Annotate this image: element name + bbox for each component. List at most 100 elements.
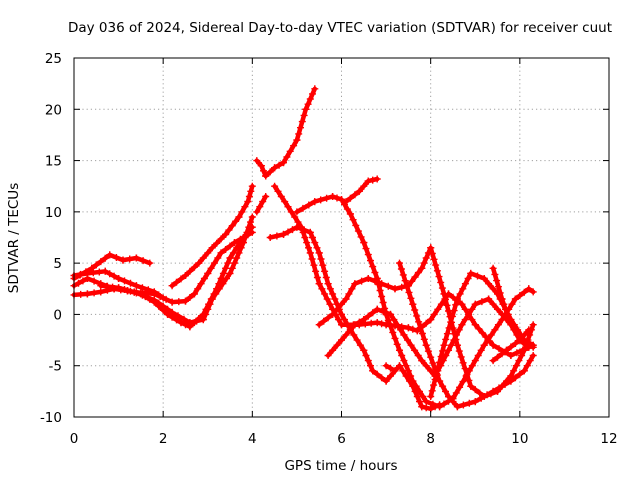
data-point-marker [208,244,216,252]
data-point-marker [431,375,439,383]
data-point-marker [262,172,270,180]
data-point-marker [338,336,345,344]
data-point-marker [294,218,302,226]
data-point-marker [150,290,158,298]
y-axis-label: SDTVAR / TECUs [6,183,22,293]
data-point-marker [476,389,484,397]
data-point-marker [378,320,386,328]
data-point-marker [503,310,511,318]
data-point-marker [401,277,409,285]
data-point-marker [311,85,319,93]
y-tick-label: 0 [53,307,62,323]
data-point-marker [121,286,128,293]
data-point-marker [484,336,492,344]
data-point-marker [422,398,430,406]
data-point-marker [343,205,351,213]
data-point-marker [355,318,363,326]
data-point-marker [247,218,254,226]
data-point-marker [266,234,274,241]
x-tick-label: 4 [248,431,257,447]
series-track-15 [396,259,537,411]
data-point-marker [310,261,318,269]
data-point-marker [256,203,264,211]
data-point-marker [338,310,345,318]
data-point-marker [507,377,515,385]
series-line [254,194,268,215]
data-point-marker [507,321,515,329]
data-point-marker [333,194,341,202]
series-track-5 [97,213,256,327]
data-point-marker [177,275,185,283]
data-point-marker [333,341,341,349]
data-point-marker [457,353,465,361]
data-point-marker [360,346,368,354]
series-track-18 [489,264,533,351]
data-point-marker [324,352,332,359]
data-point-marker [507,352,515,359]
data-point-marker [364,275,372,282]
data-point-marker [331,295,339,303]
data-point-marker [311,239,319,247]
data-point-marker [453,295,461,303]
data-point-marker [373,175,381,183]
data-point-marker [398,352,406,359]
data-point-marker [382,377,390,385]
data-point-marker [489,357,497,365]
data-point-marker [243,228,251,236]
data-point-marker [168,282,176,290]
data-point-marker [440,400,448,408]
data-point-marker [115,284,123,292]
data-point-marker [271,164,279,172]
data-point-marker [323,295,331,303]
data-point-marker [329,310,337,318]
data-point-marker [266,168,274,176]
series-track-16 [382,362,399,375]
data-point-marker [89,269,97,277]
data-point-marker [297,124,304,132]
data-point-marker [247,187,255,195]
data-point-marker [465,399,473,407]
data-point-marker [299,204,307,212]
data-point-marker [319,261,327,269]
data-point-marker [277,193,285,200]
data-point-marker [450,336,458,344]
data-point-marker [382,362,390,370]
data-point-marker [422,362,430,370]
data-point-marker [516,336,524,344]
data-point-marker [162,295,170,303]
data-point-marker [146,259,154,267]
data-point-marker [407,341,415,349]
data-point-marker [317,255,325,263]
data-point-marker [511,374,519,382]
data-point-marker [468,305,476,313]
data-point-marker [420,335,428,343]
data-point-marker [83,290,91,298]
data-point-marker [341,316,348,324]
data-point-marker [433,267,441,275]
data-point-marker [306,228,314,236]
data-point-marker [416,398,423,406]
data-point-marker [293,208,301,216]
data-point-marker [119,256,127,264]
data-point-marker [387,310,394,318]
data-point-marker [369,263,377,271]
data-point-marker [173,278,180,286]
data-point-marker [284,203,292,211]
data-point-marker [489,341,497,349]
data-point-marker [286,147,294,155]
data-point-marker [471,398,479,406]
series-track-12 [342,175,381,206]
series-line [169,183,255,288]
data-point-marker [404,367,412,375]
series-track-7 [253,85,319,180]
data-point-marker [389,328,397,336]
data-point-marker [97,258,105,266]
data-point-marker [424,347,432,355]
data-point-marker [132,254,140,262]
data-point-marker [346,326,354,334]
data-point-marker [217,249,225,257]
data-point-marker [280,230,287,238]
data-point-marker [529,352,537,359]
data-point-marker [356,341,364,349]
x-axis-label: GPS time / hours [284,458,397,474]
